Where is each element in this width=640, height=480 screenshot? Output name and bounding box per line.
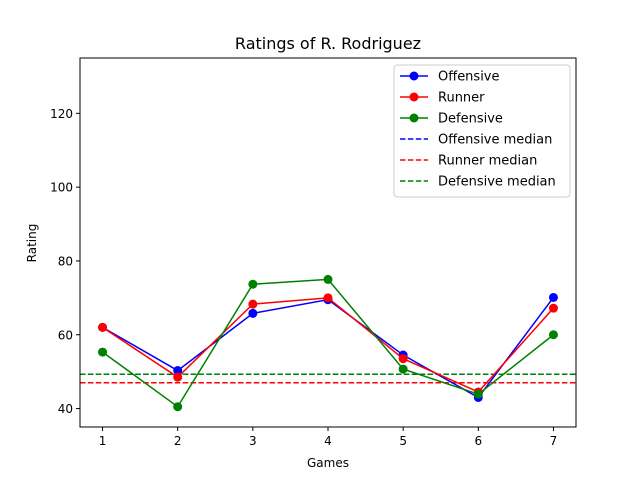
offensive-point-7 bbox=[548, 292, 558, 302]
runner-point-2 bbox=[173, 372, 183, 382]
legend-box bbox=[393, 64, 571, 198]
defensive-point-7 bbox=[548, 330, 558, 340]
runner-point-4 bbox=[323, 293, 333, 303]
x-tick-label: 7 bbox=[550, 434, 558, 448]
legend-label-defensive: Defensive bbox=[438, 112, 503, 127]
legend-label-offensive: Offensive bbox=[438, 70, 500, 85]
x-tick-label: 1 bbox=[99, 434, 107, 448]
runner-point-7 bbox=[548, 303, 558, 313]
legend-label-defensive-median: Defensive median bbox=[438, 175, 556, 190]
y-tick-label: 120 bbox=[50, 107, 73, 121]
plot-area bbox=[80, 274, 576, 412]
y-tick-label: 60 bbox=[58, 328, 73, 342]
axis-ticks: 1 2 3 4 5 6 7 40 60 80 100 120 bbox=[50, 107, 557, 448]
defensive-point-5 bbox=[398, 364, 408, 374]
chart-title: Ratings of R. Rodriguez bbox=[235, 34, 421, 53]
y-tick-label: 100 bbox=[50, 181, 73, 195]
y-tick-label: 40 bbox=[58, 402, 73, 416]
runner-point-3 bbox=[248, 299, 258, 309]
legend-marker-defensive bbox=[409, 113, 419, 123]
legend-marker-runner bbox=[409, 92, 419, 102]
legend-label-offensive-median: Offensive median bbox=[438, 133, 552, 148]
runner-point-5 bbox=[398, 354, 408, 364]
defensive-point-4 bbox=[323, 274, 333, 284]
y-axis-label: Rating bbox=[25, 224, 39, 263]
defensive-point-3 bbox=[248, 279, 258, 289]
offensive-point-3 bbox=[248, 308, 258, 318]
runner-point-1 bbox=[98, 322, 108, 332]
x-axis-label: Games bbox=[307, 456, 349, 470]
defensive-point-1 bbox=[98, 347, 108, 357]
legend: Offensive Runner Defensive Offensive median… bbox=[393, 64, 571, 198]
x-tick-label: 5 bbox=[399, 434, 407, 448]
defensive-point-6 bbox=[473, 389, 483, 399]
x-tick-label: 3 bbox=[249, 434, 257, 448]
x-tick-label: 2 bbox=[174, 434, 182, 448]
legend-label-runner-median: Runner median bbox=[438, 154, 537, 169]
legend-label-runner: Runner bbox=[438, 91, 485, 106]
defensive-point-2 bbox=[173, 402, 183, 412]
y-tick-label: 80 bbox=[58, 254, 73, 268]
x-tick-label: 6 bbox=[474, 434, 482, 448]
offensive-point-2 bbox=[173, 366, 183, 376]
x-tick-label: 4 bbox=[324, 434, 332, 448]
legend-marker-offensive bbox=[409, 71, 419, 81]
